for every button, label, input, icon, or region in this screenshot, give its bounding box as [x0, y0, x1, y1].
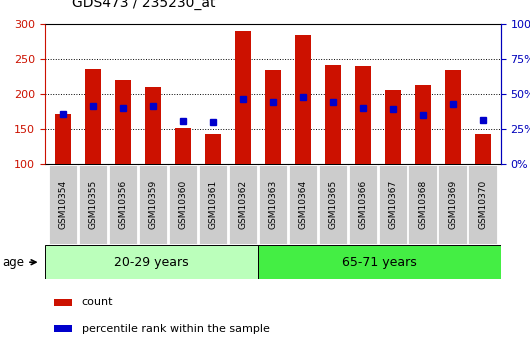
Text: GSM10364: GSM10364	[298, 180, 307, 229]
Bar	[474, 134, 491, 164]
Bar	[78, 166, 108, 244]
Bar	[409, 166, 437, 244]
Text: GSM10368: GSM10368	[418, 180, 427, 229]
Text: GSM10370: GSM10370	[479, 180, 488, 229]
Bar	[54, 299, 73, 306]
Text: GSM10362: GSM10362	[238, 180, 248, 229]
Text: GSM10366: GSM10366	[358, 180, 367, 229]
Bar	[438, 166, 467, 244]
Bar	[325, 65, 341, 164]
Bar	[258, 245, 501, 279]
Bar	[414, 85, 431, 164]
Bar	[259, 166, 287, 244]
Text: GDS473 / 235230_at: GDS473 / 235230_at	[72, 0, 215, 10]
Bar	[319, 166, 347, 244]
Bar	[235, 31, 251, 164]
Bar	[85, 69, 101, 164]
Text: GSM10359: GSM10359	[148, 180, 157, 229]
Bar	[295, 35, 311, 164]
Text: 20-29 years: 20-29 years	[114, 256, 189, 269]
Text: age: age	[2, 256, 36, 269]
Text: GSM10363: GSM10363	[269, 180, 277, 229]
Bar	[55, 114, 72, 164]
Text: GSM10360: GSM10360	[179, 180, 188, 229]
Bar	[45, 245, 258, 279]
Bar	[205, 134, 221, 164]
Text: GSM10355: GSM10355	[89, 180, 98, 229]
Bar	[175, 128, 191, 164]
Text: 65-71 years: 65-71 years	[342, 256, 417, 269]
Bar	[169, 166, 197, 244]
Bar	[228, 166, 258, 244]
Bar	[385, 90, 401, 164]
Text: GSM10354: GSM10354	[58, 180, 67, 229]
Bar	[349, 166, 377, 244]
Text: GSM10356: GSM10356	[119, 180, 128, 229]
Text: percentile rank within the sample: percentile rank within the sample	[82, 324, 269, 334]
Bar	[115, 80, 131, 164]
Bar	[199, 166, 227, 244]
Bar	[469, 166, 497, 244]
Bar	[355, 66, 371, 164]
Bar	[378, 166, 407, 244]
Bar	[264, 70, 281, 164]
Bar	[288, 166, 317, 244]
Bar	[145, 87, 161, 164]
Text: GSM10365: GSM10365	[329, 180, 338, 229]
Bar	[109, 166, 137, 244]
Bar	[445, 70, 461, 164]
Bar	[139, 166, 167, 244]
Text: count: count	[82, 297, 113, 307]
Text: GSM10361: GSM10361	[208, 180, 217, 229]
Text: GSM10369: GSM10369	[448, 180, 457, 229]
Bar	[54, 325, 73, 332]
Bar	[49, 166, 77, 244]
Text: GSM10367: GSM10367	[388, 180, 398, 229]
